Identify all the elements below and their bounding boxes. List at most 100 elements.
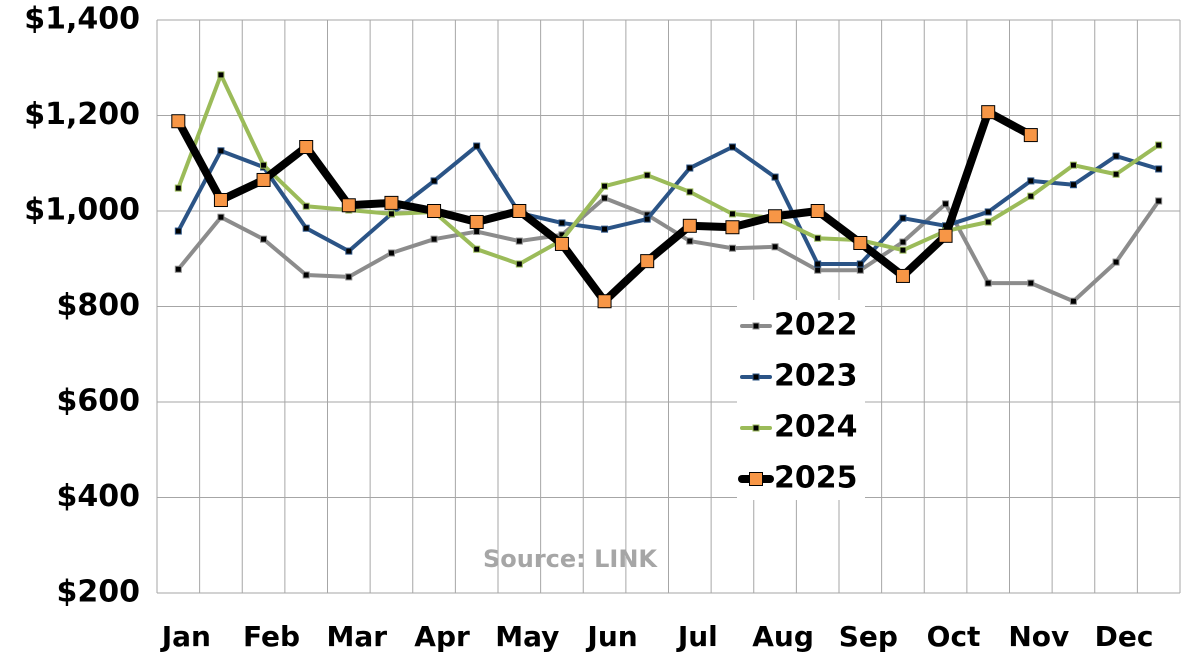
point bbox=[771, 243, 779, 251]
point bbox=[768, 209, 783, 224]
legend-marker bbox=[752, 424, 760, 432]
point bbox=[899, 246, 907, 254]
x-tick-label: May bbox=[495, 620, 559, 653]
legend-label: 2024 bbox=[774, 410, 858, 445]
point bbox=[384, 195, 399, 210]
point bbox=[1027, 279, 1035, 287]
point bbox=[640, 254, 655, 269]
point bbox=[1027, 177, 1035, 185]
point bbox=[597, 294, 612, 309]
point bbox=[345, 247, 353, 255]
point bbox=[1155, 165, 1163, 173]
point bbox=[260, 161, 268, 169]
series-line bbox=[176, 144, 1160, 267]
point bbox=[686, 164, 694, 172]
point bbox=[938, 228, 953, 243]
x-tick-label: Sep bbox=[839, 620, 898, 653]
point bbox=[1155, 141, 1163, 149]
point bbox=[814, 260, 822, 268]
legend-marker bbox=[752, 373, 760, 381]
point bbox=[512, 204, 527, 218]
point bbox=[601, 182, 609, 190]
point bbox=[856, 260, 864, 268]
y-tick-label: $400 bbox=[57, 479, 141, 514]
point bbox=[473, 228, 481, 236]
point bbox=[174, 227, 182, 235]
point bbox=[469, 214, 484, 229]
x-tick-label: Aug bbox=[752, 620, 814, 653]
point bbox=[814, 266, 822, 274]
point bbox=[984, 279, 992, 287]
point bbox=[387, 249, 395, 257]
point bbox=[942, 200, 950, 208]
legend-label: 2022 bbox=[774, 308, 858, 343]
point bbox=[814, 234, 822, 242]
point bbox=[984, 218, 992, 226]
point bbox=[899, 238, 907, 246]
legend-marker bbox=[749, 472, 763, 486]
point bbox=[341, 198, 356, 213]
point bbox=[601, 194, 609, 202]
point bbox=[515, 260, 523, 268]
y-tick-label: $1,000 bbox=[24, 193, 140, 228]
point bbox=[1027, 192, 1035, 200]
point bbox=[856, 266, 864, 274]
point bbox=[1023, 128, 1038, 143]
y-tick-label: $1,400 bbox=[24, 2, 140, 37]
legend-label: 2025 bbox=[774, 461, 858, 496]
point bbox=[302, 271, 310, 279]
point bbox=[725, 220, 740, 235]
legend-box bbox=[737, 300, 865, 500]
point bbox=[601, 225, 609, 233]
point bbox=[984, 208, 992, 216]
point bbox=[853, 235, 868, 250]
point bbox=[771, 173, 779, 181]
y-tick-label: $1,200 bbox=[24, 97, 140, 132]
point bbox=[643, 171, 651, 179]
point bbox=[1112, 152, 1120, 160]
point bbox=[682, 218, 697, 233]
y-tick-label: $800 bbox=[57, 288, 141, 323]
point bbox=[686, 188, 694, 196]
point bbox=[345, 273, 353, 281]
x-tick-label: Feb bbox=[243, 620, 300, 653]
point bbox=[171, 114, 186, 129]
y-tick-label: $200 bbox=[57, 575, 141, 610]
point bbox=[299, 140, 314, 155]
point bbox=[260, 235, 268, 243]
point bbox=[558, 219, 566, 227]
point bbox=[473, 142, 481, 150]
point bbox=[899, 214, 907, 222]
point bbox=[473, 245, 481, 253]
point bbox=[810, 204, 825, 218]
point bbox=[302, 224, 310, 232]
point bbox=[387, 210, 395, 218]
point bbox=[430, 235, 438, 243]
point bbox=[1112, 170, 1120, 178]
point bbox=[981, 105, 996, 120]
y-tick-label: $600 bbox=[57, 384, 141, 419]
point bbox=[728, 244, 736, 252]
point bbox=[728, 143, 736, 151]
point bbox=[1069, 297, 1077, 305]
x-tick-label: Mar bbox=[327, 620, 388, 653]
point bbox=[1069, 161, 1077, 169]
point bbox=[430, 177, 438, 185]
point bbox=[174, 184, 182, 192]
point bbox=[554, 236, 569, 251]
point bbox=[515, 237, 523, 245]
x-tick-label: Jul bbox=[676, 620, 718, 653]
point bbox=[1155, 197, 1163, 205]
x-tick-label: Dec bbox=[1095, 620, 1154, 653]
point bbox=[213, 193, 228, 208]
x-tick-label: Nov bbox=[1008, 620, 1069, 653]
legend-label: 2023 bbox=[774, 359, 858, 394]
x-tick-label: Jun bbox=[585, 620, 637, 653]
annotation: Source: LINK bbox=[483, 545, 658, 573]
point bbox=[217, 213, 225, 221]
x-tick-label: Oct bbox=[927, 620, 981, 653]
point bbox=[217, 71, 225, 79]
point bbox=[174, 265, 182, 273]
point bbox=[728, 210, 736, 218]
